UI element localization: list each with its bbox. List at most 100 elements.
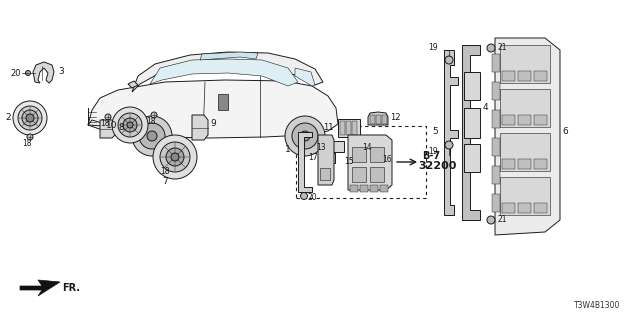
Circle shape [127,122,133,128]
Bar [350,185,358,192]
Bar [380,185,388,192]
Text: 10: 10 [106,121,118,130]
Text: 19: 19 [428,148,438,156]
Circle shape [165,162,171,168]
Polygon shape [20,280,60,296]
Bar [376,115,381,124]
Bar [370,115,375,124]
Circle shape [370,154,380,164]
Text: 17: 17 [308,154,317,163]
Bar [296,126,426,198]
Text: 9: 9 [210,119,216,129]
Circle shape [171,153,179,161]
Bar [320,168,330,180]
Bar [370,185,378,192]
Polygon shape [495,38,560,235]
Text: 18: 18 [146,117,156,126]
Text: 15: 15 [344,157,354,166]
Text: 2: 2 [5,114,11,123]
Bar [518,203,531,213]
Bar [346,121,351,135]
Text: 12: 12 [390,114,401,123]
Circle shape [26,70,31,76]
Bar [502,159,515,169]
Polygon shape [100,120,116,138]
Circle shape [160,142,190,172]
Text: T3W4B1300: T3W4B1300 [573,301,620,310]
Circle shape [292,123,318,149]
Text: 5: 5 [432,127,438,137]
Circle shape [300,131,310,141]
Bar [322,153,335,163]
Circle shape [151,112,157,118]
Polygon shape [348,135,392,190]
Bar [492,194,500,212]
Text: 14: 14 [362,142,372,151]
Text: 21: 21 [497,44,506,52]
Bar [340,121,345,135]
Polygon shape [298,132,312,192]
Text: 8: 8 [118,124,124,132]
Polygon shape [132,52,323,92]
Circle shape [445,56,453,64]
Bar [518,115,531,125]
Text: 6: 6 [562,127,568,137]
Bar [492,54,500,72]
Circle shape [139,123,165,149]
Bar [534,115,547,125]
Text: 32200: 32200 [418,161,456,171]
Polygon shape [295,68,315,86]
Text: 16: 16 [382,155,392,164]
Polygon shape [200,52,258,60]
Circle shape [123,118,137,132]
Text: 7: 7 [162,178,168,187]
Circle shape [18,106,42,130]
Bar [352,147,366,162]
Polygon shape [88,80,338,138]
Circle shape [301,193,307,199]
Bar [492,82,500,100]
Bar [360,185,368,192]
Circle shape [285,116,325,156]
Bar [534,203,547,213]
Circle shape [147,131,157,141]
Bar [382,115,387,124]
Polygon shape [192,115,208,140]
Bar [534,159,547,169]
Circle shape [112,107,148,143]
Circle shape [105,114,111,120]
Text: FR.: FR. [62,283,80,293]
Text: 21: 21 [497,215,506,225]
Polygon shape [444,50,458,215]
Bar [492,138,500,156]
Text: 20: 20 [308,194,317,203]
Bar [500,45,550,83]
Polygon shape [33,62,54,83]
Circle shape [153,135,197,179]
Circle shape [26,114,34,122]
Bar [500,133,550,171]
Circle shape [13,101,47,135]
Text: B-7: B-7 [422,151,440,161]
Bar [492,166,500,184]
Circle shape [118,113,142,137]
Circle shape [27,134,33,140]
Circle shape [445,141,453,149]
Text: 20: 20 [10,68,20,77]
Circle shape [22,110,38,126]
Bar [500,177,550,215]
Bar [502,203,515,213]
Polygon shape [88,120,130,128]
Bar [492,110,500,128]
Bar [518,159,531,169]
Text: 19: 19 [428,44,438,52]
Bar [534,71,547,81]
Bar [352,167,366,182]
Circle shape [352,156,360,164]
Bar [500,89,550,127]
Text: 3: 3 [58,68,64,76]
Text: 18: 18 [22,140,31,148]
Text: 1: 1 [285,146,291,155]
Bar [502,71,515,81]
Polygon shape [368,112,388,125]
